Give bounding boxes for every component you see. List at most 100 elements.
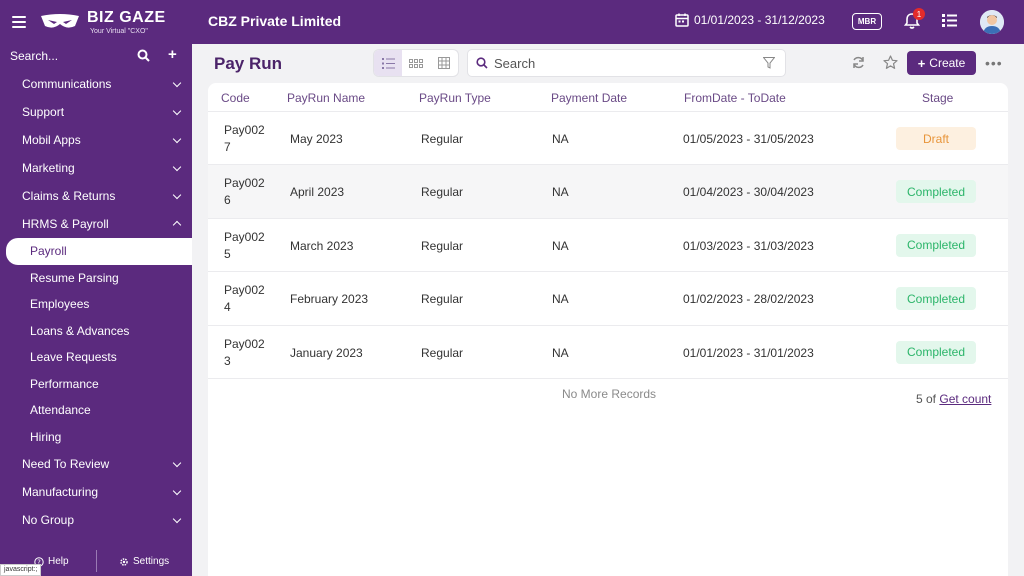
gear-icon [120, 557, 128, 566]
sidebar-item-label: Marketing [22, 161, 75, 175]
cell-code[interactable]: Pay0027 [224, 123, 265, 154]
cell-code[interactable]: Pay0023 [224, 336, 265, 368]
sidebar-item-need-to-review[interactable]: Need To Review [0, 450, 192, 478]
chevron-down-icon [172, 106, 182, 116]
view-toggle [373, 49, 459, 77]
footer-divider [96, 550, 97, 572]
status-bar-url: javascript:; [0, 564, 42, 576]
create-button[interactable]: + Create [907, 51, 976, 75]
sidebar-item-hrms-payroll[interactable]: HRMS & Payroll [0, 210, 192, 238]
status-badge: Completed [896, 233, 976, 257]
sidebar-item-label: HRMS & Payroll [22, 217, 109, 231]
sidebar-item-support[interactable]: Support [0, 98, 192, 126]
column-header-payment-date[interactable]: Payment Date [551, 91, 628, 105]
sidebar-footer: ? Help Settings [0, 546, 192, 576]
search-input[interactable] [494, 55, 744, 71]
column-header-stage[interactable]: Stage [922, 91, 954, 105]
search-icon [476, 57, 488, 69]
cell-code[interactable]: Pay0024 [224, 283, 265, 315]
sidebar-item-marketing[interactable]: Marketing [0, 154, 192, 182]
record-count-text: 5 of [916, 392, 937, 406]
status-badge: Completed [896, 180, 976, 204]
sidebar-subitem-attendance[interactable]: Attendance [30, 403, 91, 418]
cell-payrun-name: February 2023 [290, 292, 369, 307]
settings-button[interactable]: Settings [119, 556, 169, 567]
list-view-button[interactable] [374, 50, 402, 76]
chevron-down-icon [172, 162, 182, 172]
plus-icon[interactable]: + [168, 46, 177, 63]
column-header-payrun-name[interactable]: PayRun Name [287, 91, 366, 105]
grid-view-icon [438, 57, 450, 69]
cell-payrun-type: Regular [421, 132, 464, 146]
sidebar-subitem-leave-requests[interactable]: Leave Requests [30, 350, 117, 365]
cell-date-range: 01/04/2023 - 30/04/2023 [683, 185, 814, 200]
sidebar-search[interactable]: Search... + [0, 44, 192, 68]
mbr-button[interactable]: MBR [852, 13, 882, 30]
cell-payment-date: NA [552, 292, 569, 307]
sidebar-subitem-resume-parsing[interactable]: Resume Parsing [30, 270, 119, 285]
record-count: 5 of Get count [916, 392, 991, 406]
status-badge: Draft [896, 127, 976, 150]
cell-payrun-type: Regular [421, 185, 464, 200]
logo-mask-icon [41, 14, 79, 28]
sidebar-item-claims-returns[interactable]: Claims & Returns [0, 182, 192, 210]
sidebar-subitem-employees[interactable]: Employees [30, 297, 90, 312]
calendar-icon [675, 13, 689, 27]
filter-icon[interactable] [763, 57, 775, 69]
logo-tagline: Your Virtual "CXO" [90, 27, 148, 35]
cell-payrun-name: May 2023 [290, 132, 343, 146]
sidebar-item-label: Claims & Returns [22, 189, 116, 203]
star-icon[interactable] [883, 55, 898, 70]
column-header-payrun-type[interactable]: PayRun Type [419, 91, 491, 105]
table-row[interactable]: Pay0027 May 2023 Regular NA 01/05/2023 -… [208, 112, 1008, 166]
sidebar-search-label: Search... [10, 49, 59, 63]
column-header-code[interactable]: Code [221, 91, 250, 105]
no-more-records-text: No More Records [562, 387, 657, 401]
company-name[interactable]: CBZ Private Limited [208, 13, 342, 29]
column-header-date-range[interactable]: FromDate - ToDate [684, 91, 786, 105]
table-row[interactable]: Pay0026 April 2023 Regular NA 01/04/2023… [208, 165, 1008, 219]
search-icon[interactable] [137, 49, 150, 62]
list-view-icon [381, 57, 395, 69]
card-view-icon [409, 58, 423, 68]
grid-view-button[interactable] [430, 50, 458, 76]
sidebar-item-no-group[interactable]: No Group [0, 506, 192, 534]
sidebar-subitem-hiring[interactable]: Hiring [30, 429, 62, 444]
more-options-icon[interactable]: ••• [985, 55, 1003, 71]
cell-code[interactable]: Pay0025 [224, 229, 265, 261]
cell-date-range: 01/01/2023 - 31/01/2023 [683, 345, 814, 360]
table-header: Code PayRun Name PayRun Type Payment Dat… [208, 83, 1008, 112]
plus-icon: + [917, 55, 926, 71]
sidebar-subitem-loans-advances[interactable]: Loans & Advances [30, 323, 130, 338]
sidebar-item-communications[interactable]: Communications [0, 70, 192, 98]
table-row[interactable]: Pay0025 March 2023 Regular NA 01/03/2023… [208, 219, 1008, 273]
cell-date-range: 01/03/2023 - 31/03/2023 [683, 238, 814, 253]
sidebar-subitem-performance[interactable]: Performance [30, 376, 99, 391]
chevron-down-icon [172, 486, 182, 496]
cell-payment-date: NA [552, 185, 569, 200]
sidebar: Search... + Communications Support Mobil… [0, 44, 192, 576]
logo[interactable]: BIZ GAZE Your Virtual "CXO" [39, 9, 166, 35]
cell-payrun-name: April 2023 [290, 185, 345, 200]
notification-badge: 1 [913, 8, 925, 20]
refresh-icon[interactable] [852, 56, 865, 69]
table-row[interactable]: Pay0023 January 2023 Regular NA 01/01/20… [208, 326, 1008, 379]
task-list-icon[interactable] [942, 13, 957, 28]
sidebar-item-label: Mobil Apps [22, 133, 81, 147]
card-view-button[interactable] [402, 50, 430, 76]
chevron-down-icon [172, 458, 182, 468]
sidebar-item-label: Manufacturing [22, 485, 99, 499]
sidebar-item-manufacturing[interactable]: Manufacturing [0, 478, 192, 506]
table-row[interactable]: Pay0024 February 2023 Regular NA 01/02/2… [208, 272, 1008, 326]
user-avatar[interactable] [980, 10, 1004, 34]
top-bar: BIZ GAZE Your Virtual "CXO" CBZ Private … [0, 0, 1024, 44]
sidebar-subitem-payroll[interactable]: Payroll [6, 238, 192, 265]
sidebar-item-label: No Group [22, 513, 75, 527]
sidebar-item-mobil-apps[interactable]: Mobil Apps [0, 126, 192, 154]
settings-label: Settings [133, 556, 170, 567]
chevron-down-icon [172, 190, 182, 200]
cell-code[interactable]: Pay0026 [224, 176, 265, 208]
get-count-link[interactable]: Get count [939, 392, 992, 406]
menu-icon[interactable] [12, 16, 26, 28]
date-range-picker[interactable]: 01/01/2023 - 31/12/2023 [675, 13, 825, 27]
